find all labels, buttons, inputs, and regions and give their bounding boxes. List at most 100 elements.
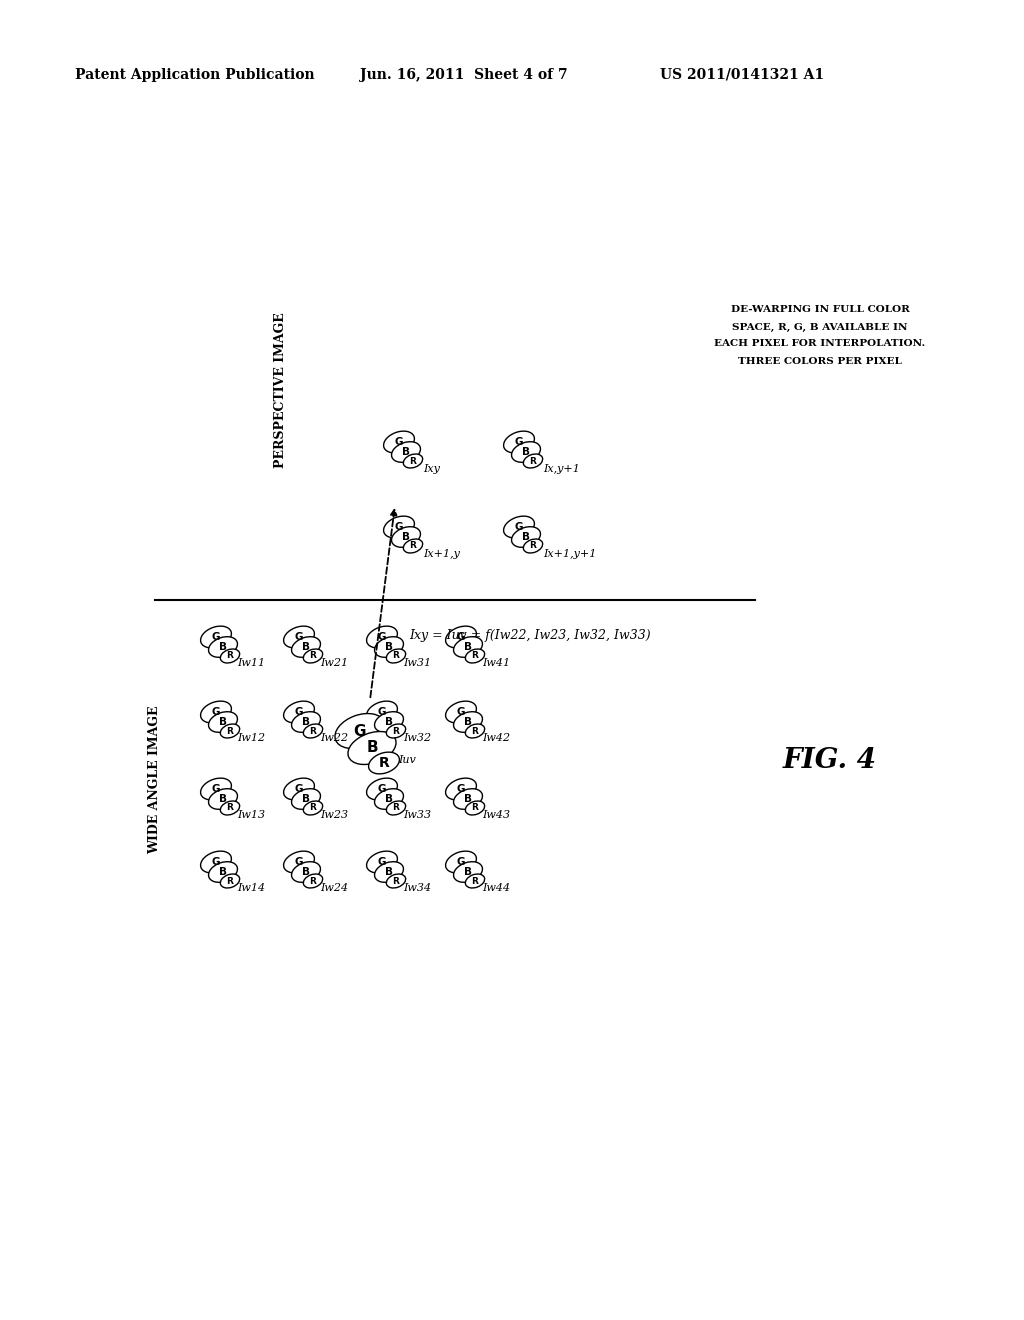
Ellipse shape xyxy=(201,701,231,723)
Ellipse shape xyxy=(391,527,421,548)
Text: B: B xyxy=(302,642,310,652)
Text: R: R xyxy=(472,876,478,886)
Ellipse shape xyxy=(284,626,314,648)
Text: Iw12: Iw12 xyxy=(237,733,265,743)
Text: G: G xyxy=(295,784,303,795)
Ellipse shape xyxy=(201,851,231,873)
Text: R: R xyxy=(309,876,316,886)
Text: G: G xyxy=(212,857,220,867)
Text: B: B xyxy=(522,447,530,457)
Text: Ixy = Iuv = f(Iw22, Iw23, Iw32, Iw33): Ixy = Iuv = f(Iw22, Iw23, Iw32, Iw33) xyxy=(410,628,651,642)
Text: PERSPECTIVE IMAGE: PERSPECTIVE IMAGE xyxy=(273,312,287,467)
Text: B: B xyxy=(464,717,472,727)
Text: R: R xyxy=(529,457,537,466)
Ellipse shape xyxy=(386,649,406,663)
Ellipse shape xyxy=(201,626,231,648)
Text: Iw41: Iw41 xyxy=(482,657,510,668)
Text: G: G xyxy=(295,708,303,717)
Text: Ix,y+1: Ix,y+1 xyxy=(543,465,580,474)
Text: US 2011/0141321 A1: US 2011/0141321 A1 xyxy=(660,69,824,82)
Ellipse shape xyxy=(292,711,321,733)
Ellipse shape xyxy=(209,862,238,882)
Text: R: R xyxy=(392,804,399,813)
Ellipse shape xyxy=(504,432,535,453)
Ellipse shape xyxy=(303,649,323,663)
Ellipse shape xyxy=(465,874,484,888)
Ellipse shape xyxy=(367,626,397,648)
Text: FIG. 4: FIG. 4 xyxy=(783,747,877,774)
Text: B: B xyxy=(464,642,472,652)
Ellipse shape xyxy=(292,636,321,657)
Text: R: R xyxy=(392,726,399,735)
Text: Jun. 16, 2011  Sheet 4 of 7: Jun. 16, 2011 Sheet 4 of 7 xyxy=(360,69,567,82)
Ellipse shape xyxy=(445,851,476,873)
Text: Iw32: Iw32 xyxy=(403,733,431,743)
Ellipse shape xyxy=(292,862,321,882)
Ellipse shape xyxy=(220,874,240,888)
Text: B: B xyxy=(385,867,393,876)
Text: B: B xyxy=(385,795,393,804)
Text: B: B xyxy=(302,795,310,804)
Text: G: G xyxy=(394,437,403,447)
Text: G: G xyxy=(515,521,523,532)
Ellipse shape xyxy=(209,789,238,809)
Text: Iw42: Iw42 xyxy=(482,733,510,743)
Text: G: G xyxy=(353,723,367,738)
Ellipse shape xyxy=(367,851,397,873)
Text: SPACE, R, G, B AVAILABLE IN: SPACE, R, G, B AVAILABLE IN xyxy=(732,322,907,331)
Text: R: R xyxy=(410,457,417,466)
Text: B: B xyxy=(302,867,310,876)
Text: B: B xyxy=(219,642,227,652)
Ellipse shape xyxy=(375,862,403,882)
Ellipse shape xyxy=(504,516,535,537)
Ellipse shape xyxy=(367,701,397,723)
Text: G: G xyxy=(457,708,465,717)
Ellipse shape xyxy=(284,851,314,873)
Text: Iw11: Iw11 xyxy=(237,657,265,668)
Text: DE-WARPING IN FULL COLOR: DE-WARPING IN FULL COLOR xyxy=(730,305,909,314)
Text: R: R xyxy=(410,541,417,550)
Text: Iw43: Iw43 xyxy=(482,810,510,820)
Ellipse shape xyxy=(445,626,476,648)
Text: B: B xyxy=(402,532,410,543)
Ellipse shape xyxy=(220,723,240,738)
Text: G: G xyxy=(378,784,386,795)
Ellipse shape xyxy=(284,777,314,800)
Ellipse shape xyxy=(454,789,482,809)
Ellipse shape xyxy=(220,649,240,663)
Ellipse shape xyxy=(386,801,406,814)
Ellipse shape xyxy=(375,636,403,657)
Text: Iw13: Iw13 xyxy=(237,810,265,820)
Ellipse shape xyxy=(335,714,385,748)
Text: B: B xyxy=(385,642,393,652)
Text: R: R xyxy=(392,876,399,886)
Ellipse shape xyxy=(303,874,323,888)
Text: G: G xyxy=(295,857,303,867)
Text: R: R xyxy=(472,726,478,735)
Text: B: B xyxy=(402,447,410,457)
Ellipse shape xyxy=(303,723,323,738)
Ellipse shape xyxy=(220,801,240,814)
Text: R: R xyxy=(472,652,478,660)
Ellipse shape xyxy=(348,731,396,764)
Ellipse shape xyxy=(512,527,541,548)
Text: B: B xyxy=(522,532,530,543)
Text: B: B xyxy=(464,867,472,876)
Text: B: B xyxy=(367,741,378,755)
Text: B: B xyxy=(464,795,472,804)
Ellipse shape xyxy=(465,801,484,814)
Ellipse shape xyxy=(391,442,421,462)
Ellipse shape xyxy=(512,442,541,462)
Ellipse shape xyxy=(523,454,543,469)
Text: Iw22: Iw22 xyxy=(319,733,348,743)
Ellipse shape xyxy=(386,723,406,738)
Text: G: G xyxy=(457,857,465,867)
Text: R: R xyxy=(309,804,316,813)
Text: R: R xyxy=(226,652,233,660)
Ellipse shape xyxy=(384,516,415,537)
Ellipse shape xyxy=(386,874,406,888)
Text: R: R xyxy=(529,541,537,550)
Text: G: G xyxy=(457,784,465,795)
Ellipse shape xyxy=(201,777,231,800)
Ellipse shape xyxy=(454,711,482,733)
